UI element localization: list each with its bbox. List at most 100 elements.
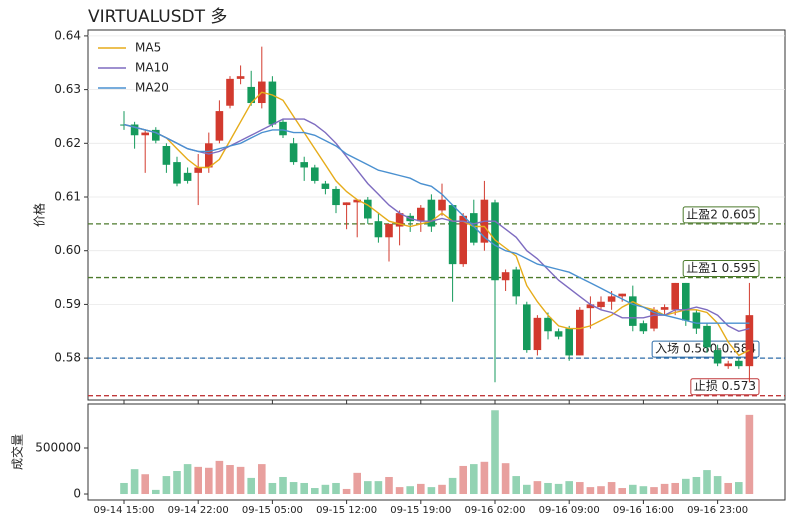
x-tick-label: 09-15 05:00 [242,505,303,516]
candle-body [417,207,425,222]
volume-bar [501,463,510,495]
candle-body [597,301,605,308]
y-tick-label: 0.59 [54,297,81,311]
candle-body [671,282,679,310]
x-tick-label: 09-16 23:00 [687,505,748,516]
volume-bar [512,476,520,495]
candle-body [724,363,732,367]
candle-body [512,269,520,297]
candle-body [448,205,457,265]
x-tick-label: 09-14 15:00 [93,505,154,516]
candle-body [247,86,255,104]
candle-body [459,215,467,265]
candle-body [533,317,542,351]
y-axis-label: 价格 [32,203,47,227]
candle-body [586,304,595,309]
volume-bar [215,460,224,495]
volume-bar [554,483,563,495]
volume-bar [576,482,584,495]
candle-body [554,331,563,337]
volume-bar [311,488,319,495]
volume-bar [205,467,213,495]
candle-body [342,202,351,206]
volume-bar [258,464,266,495]
candle-body [332,188,340,206]
volume-bar [162,476,171,495]
volume-bar [247,477,255,495]
candle-body [565,328,573,356]
candle-body [152,129,160,141]
volume-bar [173,471,181,495]
volume-bar [300,482,308,495]
volume-bar [268,482,277,495]
candle-body [501,272,510,281]
legend-label: MA5 [135,41,161,55]
volume-bar [459,465,467,495]
volume-bar [406,486,414,495]
volume-bar [289,482,298,495]
candle-body [374,221,383,238]
candle-body [395,213,404,227]
volume-bar [692,476,701,495]
volume-bar [713,476,722,495]
volume-bar [470,464,478,495]
ma-line [123,123,750,324]
volume-bar [226,465,234,495]
candle-body [470,213,478,243]
y-tick-label: 0.60 [54,243,81,257]
volume-bar [724,482,732,495]
candle-body [660,307,669,310]
candle-body [353,199,361,203]
level-label-box [682,260,760,278]
candle-body [162,145,171,165]
volume-bar [427,487,436,495]
candle-body [703,325,711,348]
volume-bar [682,478,690,495]
volume-bar [671,482,679,495]
volume-bar [448,477,457,495]
volume-bar [607,482,616,495]
level-label-box [682,206,760,224]
volume-bar [364,481,372,495]
volume-bar [523,484,531,495]
volume-bar [660,483,669,495]
chart-title: VIRTUALUSDT 多 [88,7,227,27]
candle-body [491,202,499,281]
candle-body [607,296,616,302]
candle-body [300,162,308,168]
candle-body [692,312,701,329]
volume-bar [597,486,605,495]
candle-body [544,317,552,332]
volume-bar [130,469,139,495]
volume-bar [745,414,754,495]
candle-body [427,199,436,227]
candle-body [682,282,690,321]
candle-body [713,350,722,364]
volume-bar [629,484,637,495]
candle-body [268,81,277,125]
volume-y-tick-label: 500000 [35,440,81,454]
volume-bar [735,482,743,495]
volume-bar [480,461,489,495]
legend-label: MA10 [135,61,169,75]
volume-bar [194,466,202,495]
candle-body [639,323,648,332]
volume-bar [141,474,149,495]
level-label: 止损 0.573 [694,379,756,393]
candle-body [321,183,330,189]
ma-line [123,118,750,333]
volume-bar [120,482,128,495]
volume-bar [618,488,626,495]
y-tick-label: 0.62 [54,136,81,150]
candle-body [289,143,298,163]
candle-body [735,360,743,367]
level-label: 止盈2 0.605 [686,207,756,221]
volume-bar [353,472,361,495]
volume-bar [639,486,648,495]
level-label: 止盈1 0.595 [686,261,756,275]
candle-body [629,296,637,326]
candle-body [618,293,626,297]
volume-axis-label: 成交量 [10,434,25,470]
